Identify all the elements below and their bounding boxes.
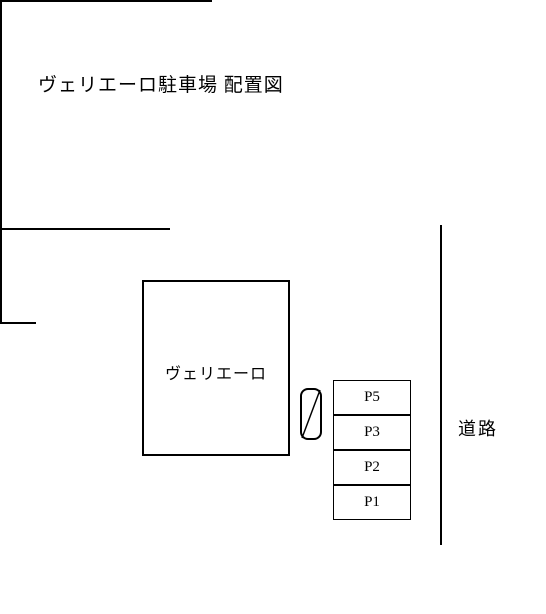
outer-wall-notch bbox=[0, 322, 36, 324]
parking-slot-p3: P3 bbox=[333, 415, 411, 450]
outer-wall-top bbox=[0, 0, 212, 2]
outer-wall-right bbox=[0, 230, 2, 322]
parking-slot-p1: P1 bbox=[333, 485, 411, 520]
road-line bbox=[440, 225, 442, 545]
road-label: 道路 bbox=[458, 415, 498, 441]
parking-slot-p5: P5 bbox=[333, 380, 411, 415]
outer-wall-bottom bbox=[0, 228, 170, 230]
parking-slot-p2: P2 bbox=[333, 450, 411, 485]
obstacle-box bbox=[300, 388, 322, 440]
building-label: ヴェリエーロ bbox=[142, 360, 290, 384]
outer-wall-left bbox=[0, 2, 2, 228]
parking-layout-diagram: ヴェリエーロ P5 P3 P2 P1 道路 bbox=[0, 0, 546, 614]
